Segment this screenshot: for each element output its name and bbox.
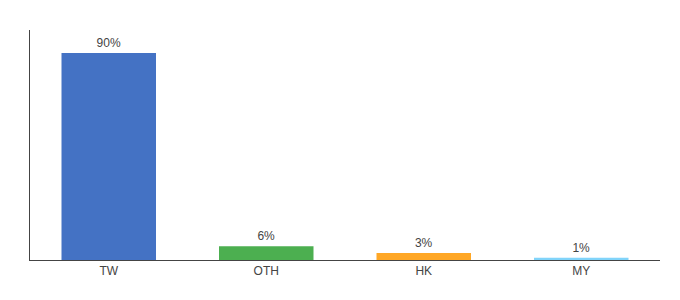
svg-text:OTH: OTH [254,264,279,278]
svg-text:6%: 6% [257,229,275,243]
svg-text:90%: 90% [97,36,121,50]
svg-text:TW: TW [99,264,118,278]
svg-text:1%: 1% [572,241,590,255]
svg-text:MY: MY [572,264,590,278]
svg-text:HK: HK [415,264,432,278]
svg-text:3%: 3% [415,236,433,250]
